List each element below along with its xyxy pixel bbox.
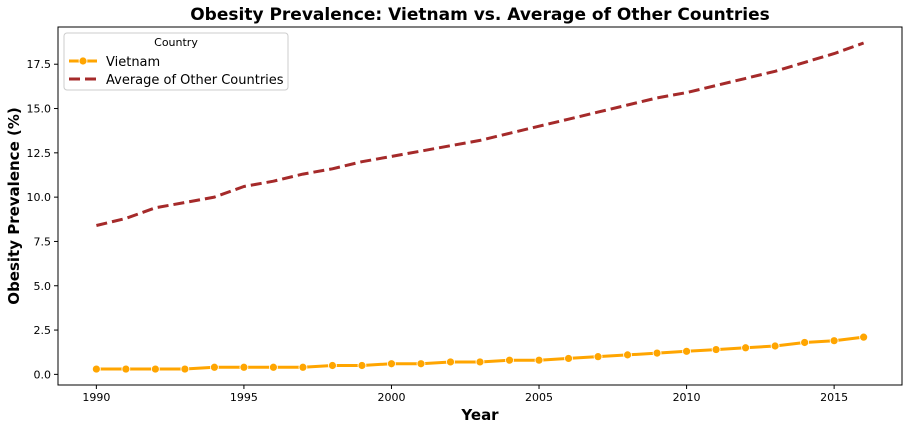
y-tick-label: 10.0 <box>27 191 52 204</box>
x-axis-label: Year <box>460 406 499 424</box>
data-point-vietnam <box>652 348 662 358</box>
data-point-vietnam <box>475 357 485 367</box>
x-tick-label: 2010 <box>673 391 701 404</box>
data-point-vietnam <box>446 357 455 367</box>
data-point-vietnam <box>711 345 721 354</box>
data-point-vietnam <box>91 364 101 374</box>
data-point-vietnam <box>328 361 337 370</box>
plot-area <box>57 26 903 386</box>
data-point-vietnam <box>534 355 544 365</box>
x-axis-ticks: 1990 1995 2000 2005 2010 2015 <box>82 385 848 404</box>
y-tick-label: 2.5 <box>34 324 52 337</box>
data-point-vietnam <box>387 359 396 369</box>
legend-label-average-of-other-countries: Average of Other Countries <box>106 73 284 88</box>
y-tick-label: 0.0 <box>34 368 52 381</box>
data-point-vietnam <box>829 336 839 346</box>
y-tick-label: 15.0 <box>27 103 52 116</box>
data-point-vietnam <box>505 355 514 365</box>
x-tick-label: 2015 <box>820 391 848 404</box>
y-tick-label: 7.5 <box>34 235 52 248</box>
y-axis-ticks: 0.0 2.5 5.0 7.5 10.0 12.5 15.0 17.5 <box>27 58 58 381</box>
data-point-vietnam <box>239 362 249 372</box>
data-point-vietnam <box>416 359 426 369</box>
x-tick-label: 2005 <box>525 391 553 404</box>
data-point-vietnam <box>800 338 810 347</box>
chart-title: Obesity Prevalence: Vietnam vs. Average … <box>190 5 770 25</box>
plot-frame <box>57 26 903 386</box>
data-point-vietnam <box>150 364 160 374</box>
data-point-vietnam <box>770 341 780 351</box>
series-line-average-of-other-countries <box>96 41 865 227</box>
data-point-vietnam <box>564 354 573 363</box>
legend-box <box>63 32 289 91</box>
data-point-vietnam <box>210 362 219 372</box>
data-point-vietnam <box>269 362 278 372</box>
y-tick-label: 17.5 <box>27 58 52 71</box>
data-point-vietnam <box>741 343 750 353</box>
data-point-vietnam <box>357 361 367 370</box>
legend: Country Vietnam Average of Other Countrie… <box>63 32 289 91</box>
data-point-vietnam <box>121 364 131 374</box>
data-point-vietnam <box>623 350 632 360</box>
data-point-vietnam <box>180 364 190 374</box>
x-tick-label: 2000 <box>377 391 405 404</box>
data-point-vietnam <box>298 362 308 372</box>
y-tick-label: 12.5 <box>27 147 52 160</box>
legend-title: Country <box>154 36 198 49</box>
x-tick-label: 1995 <box>230 391 258 404</box>
y-axis-label: Obesity Prevalence (%) <box>5 107 23 304</box>
legend-items: Vietnam Average of Other Countries <box>69 55 284 88</box>
x-tick-label: 1990 <box>82 391 110 404</box>
series-layer <box>91 41 869 374</box>
y-tick-label: 5.0 <box>34 280 52 293</box>
data-point-vietnam <box>593 352 603 362</box>
legend-label-vietnam: Vietnam <box>106 55 160 70</box>
data-point-vietnam <box>682 346 691 356</box>
legend-marker-vietnam <box>78 56 88 66</box>
data-point-vietnam <box>859 332 869 342</box>
